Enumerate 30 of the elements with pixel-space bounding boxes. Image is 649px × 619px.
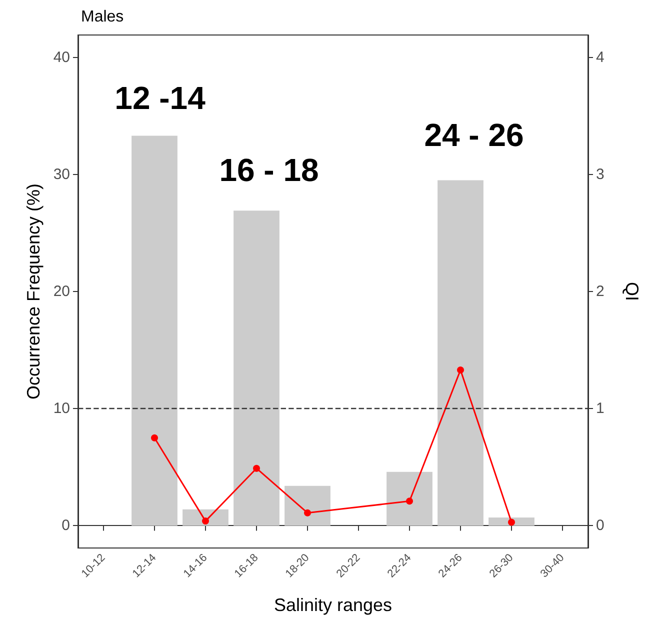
annotation: 24 - 26	[424, 117, 524, 153]
y2-axis-title: QI	[622, 282, 642, 302]
annotation: 12 -14	[114, 80, 206, 116]
y2-tick-label: 1	[596, 400, 604, 418]
annotation: 16 - 18	[219, 152, 319, 188]
bar	[234, 210, 280, 526]
bar	[386, 472, 432, 526]
point	[253, 464, 260, 472]
bar	[182, 509, 228, 526]
y-tick-label: 30	[53, 166, 70, 183]
y2-tick-label: 2	[596, 283, 604, 300]
point	[202, 518, 209, 525]
y2-tick-label: 0	[596, 517, 604, 534]
bar	[438, 180, 484, 526]
y2-tick-label: 3	[596, 166, 604, 183]
point	[508, 518, 515, 526]
chart-title: Males	[81, 8, 124, 26]
point	[406, 498, 413, 505]
x-axis-title: Salinity ranges	[274, 595, 392, 615]
y-axis-title: Occurrence Frequency (%)	[23, 183, 44, 400]
point	[151, 434, 158, 442]
point	[304, 509, 311, 516]
bar	[132, 136, 178, 526]
point	[457, 366, 464, 374]
y-tick-label: 10	[53, 400, 70, 418]
bar	[284, 486, 330, 526]
y-tick-label: 40	[53, 48, 70, 66]
y-tick-label: 0	[62, 517, 70, 534]
y-tick-label: 20	[53, 283, 70, 300]
y2-tick-label: 4	[596, 48, 604, 66]
